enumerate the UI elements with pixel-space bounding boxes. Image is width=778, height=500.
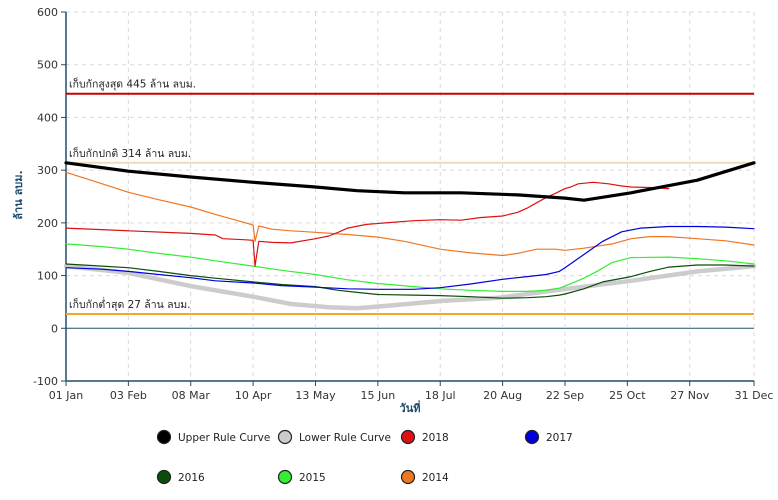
legend: Upper Rule Curve Lower Rule Curve 2018 2017… [156, 429, 573, 485]
legend-marker [277, 429, 293, 445]
x-tick-label: 22 Sep [546, 389, 584, 402]
x-tick-label: 08 Mar [172, 389, 211, 402]
series-line-lower-rule-curve [63, 263, 757, 311]
legend-label: 2014 [422, 472, 449, 484]
reference-lines: เก็บกักสูงสุด 445 ล้าน ลบม. เก็บกักปกติ 3… [66, 77, 754, 316]
legend-label: 2018 [422, 432, 449, 444]
series-line-2014 [65, 171, 755, 257]
legend-item[interactable]: 2016 [156, 469, 206, 485]
legend-item[interactable]: 2014 [400, 469, 450, 485]
series-line-2015 [65, 243, 755, 292]
gridlines [65, 11, 755, 382]
legend-label: Upper Rule Curve [178, 432, 270, 444]
axis-labels: -100 0 100 200 300 400 500 600 01 Jan 03 Feb 08 Ma… [33, 6, 773, 402]
y-tick-label: 0 [51, 322, 58, 335]
legend-marker [156, 469, 172, 485]
series-line-2018 [65, 181, 670, 267]
series-line-upper-rule-curve [64, 161, 756, 202]
legend-item[interactable]: 2018 [400, 429, 449, 445]
legend-marker [277, 469, 293, 485]
y-tick-label: 400 [37, 111, 58, 124]
y-tick-label: -100 [33, 375, 58, 388]
x-axis-title: วันที่ [400, 400, 421, 415]
x-tick-label: 31 Dec [735, 389, 774, 402]
series-line-2017 [65, 225, 755, 290]
legend-item[interactable]: Upper Rule Curve [156, 429, 271, 445]
legend-marker [156, 429, 172, 445]
reference-line-label: เก็บกักสูงสุด 445 ล้าน ลบม. [69, 77, 196, 91]
x-tick-label: 03 Feb [110, 389, 147, 402]
legend-item[interactable]: 2017 [524, 429, 573, 445]
series-line-2016 [65, 263, 755, 299]
reference-line-label: เก็บกักต่ำสุด 27 ล้าน ลบม. [69, 297, 191, 311]
x-tick-label: 18 Jul [425, 389, 456, 402]
y-tick-label: 500 [37, 59, 58, 72]
legend-label: 2015 [299, 472, 326, 484]
legend-marker [400, 429, 416, 445]
x-tick-label: 25 Oct [609, 389, 646, 402]
legend-item[interactable]: Lower Rule Curve [277, 429, 391, 445]
y-tick-label: 300 [37, 164, 58, 177]
x-tick-label: 01 Jan [49, 389, 83, 402]
legend-item[interactable]: 2015 [277, 469, 326, 485]
x-tick-label: 15 Jun [361, 389, 396, 402]
legend-label: 2016 [178, 472, 205, 484]
legend-label: Lower Rule Curve [299, 432, 391, 444]
reference-line-label: เก็บกักปกติ 314 ล้าน ลบม. [69, 146, 191, 160]
legend-label: 2017 [546, 432, 573, 444]
x-tick-label: 27 Nov [670, 389, 709, 402]
x-tick-label: 10 Apr [235, 389, 272, 402]
series-lines [63, 161, 757, 311]
axes [61, 11, 755, 386]
y-tick-label: 600 [37, 6, 58, 19]
y-tick-label: 200 [37, 217, 58, 230]
y-tick-label: 100 [37, 270, 58, 283]
legend-marker [400, 469, 416, 485]
x-tick-label: 13 May [295, 389, 336, 402]
y-axis-title: ล้าน ลบม. [12, 170, 25, 219]
x-tick-label: 20 Aug [483, 389, 522, 402]
legend-marker [524, 429, 540, 445]
